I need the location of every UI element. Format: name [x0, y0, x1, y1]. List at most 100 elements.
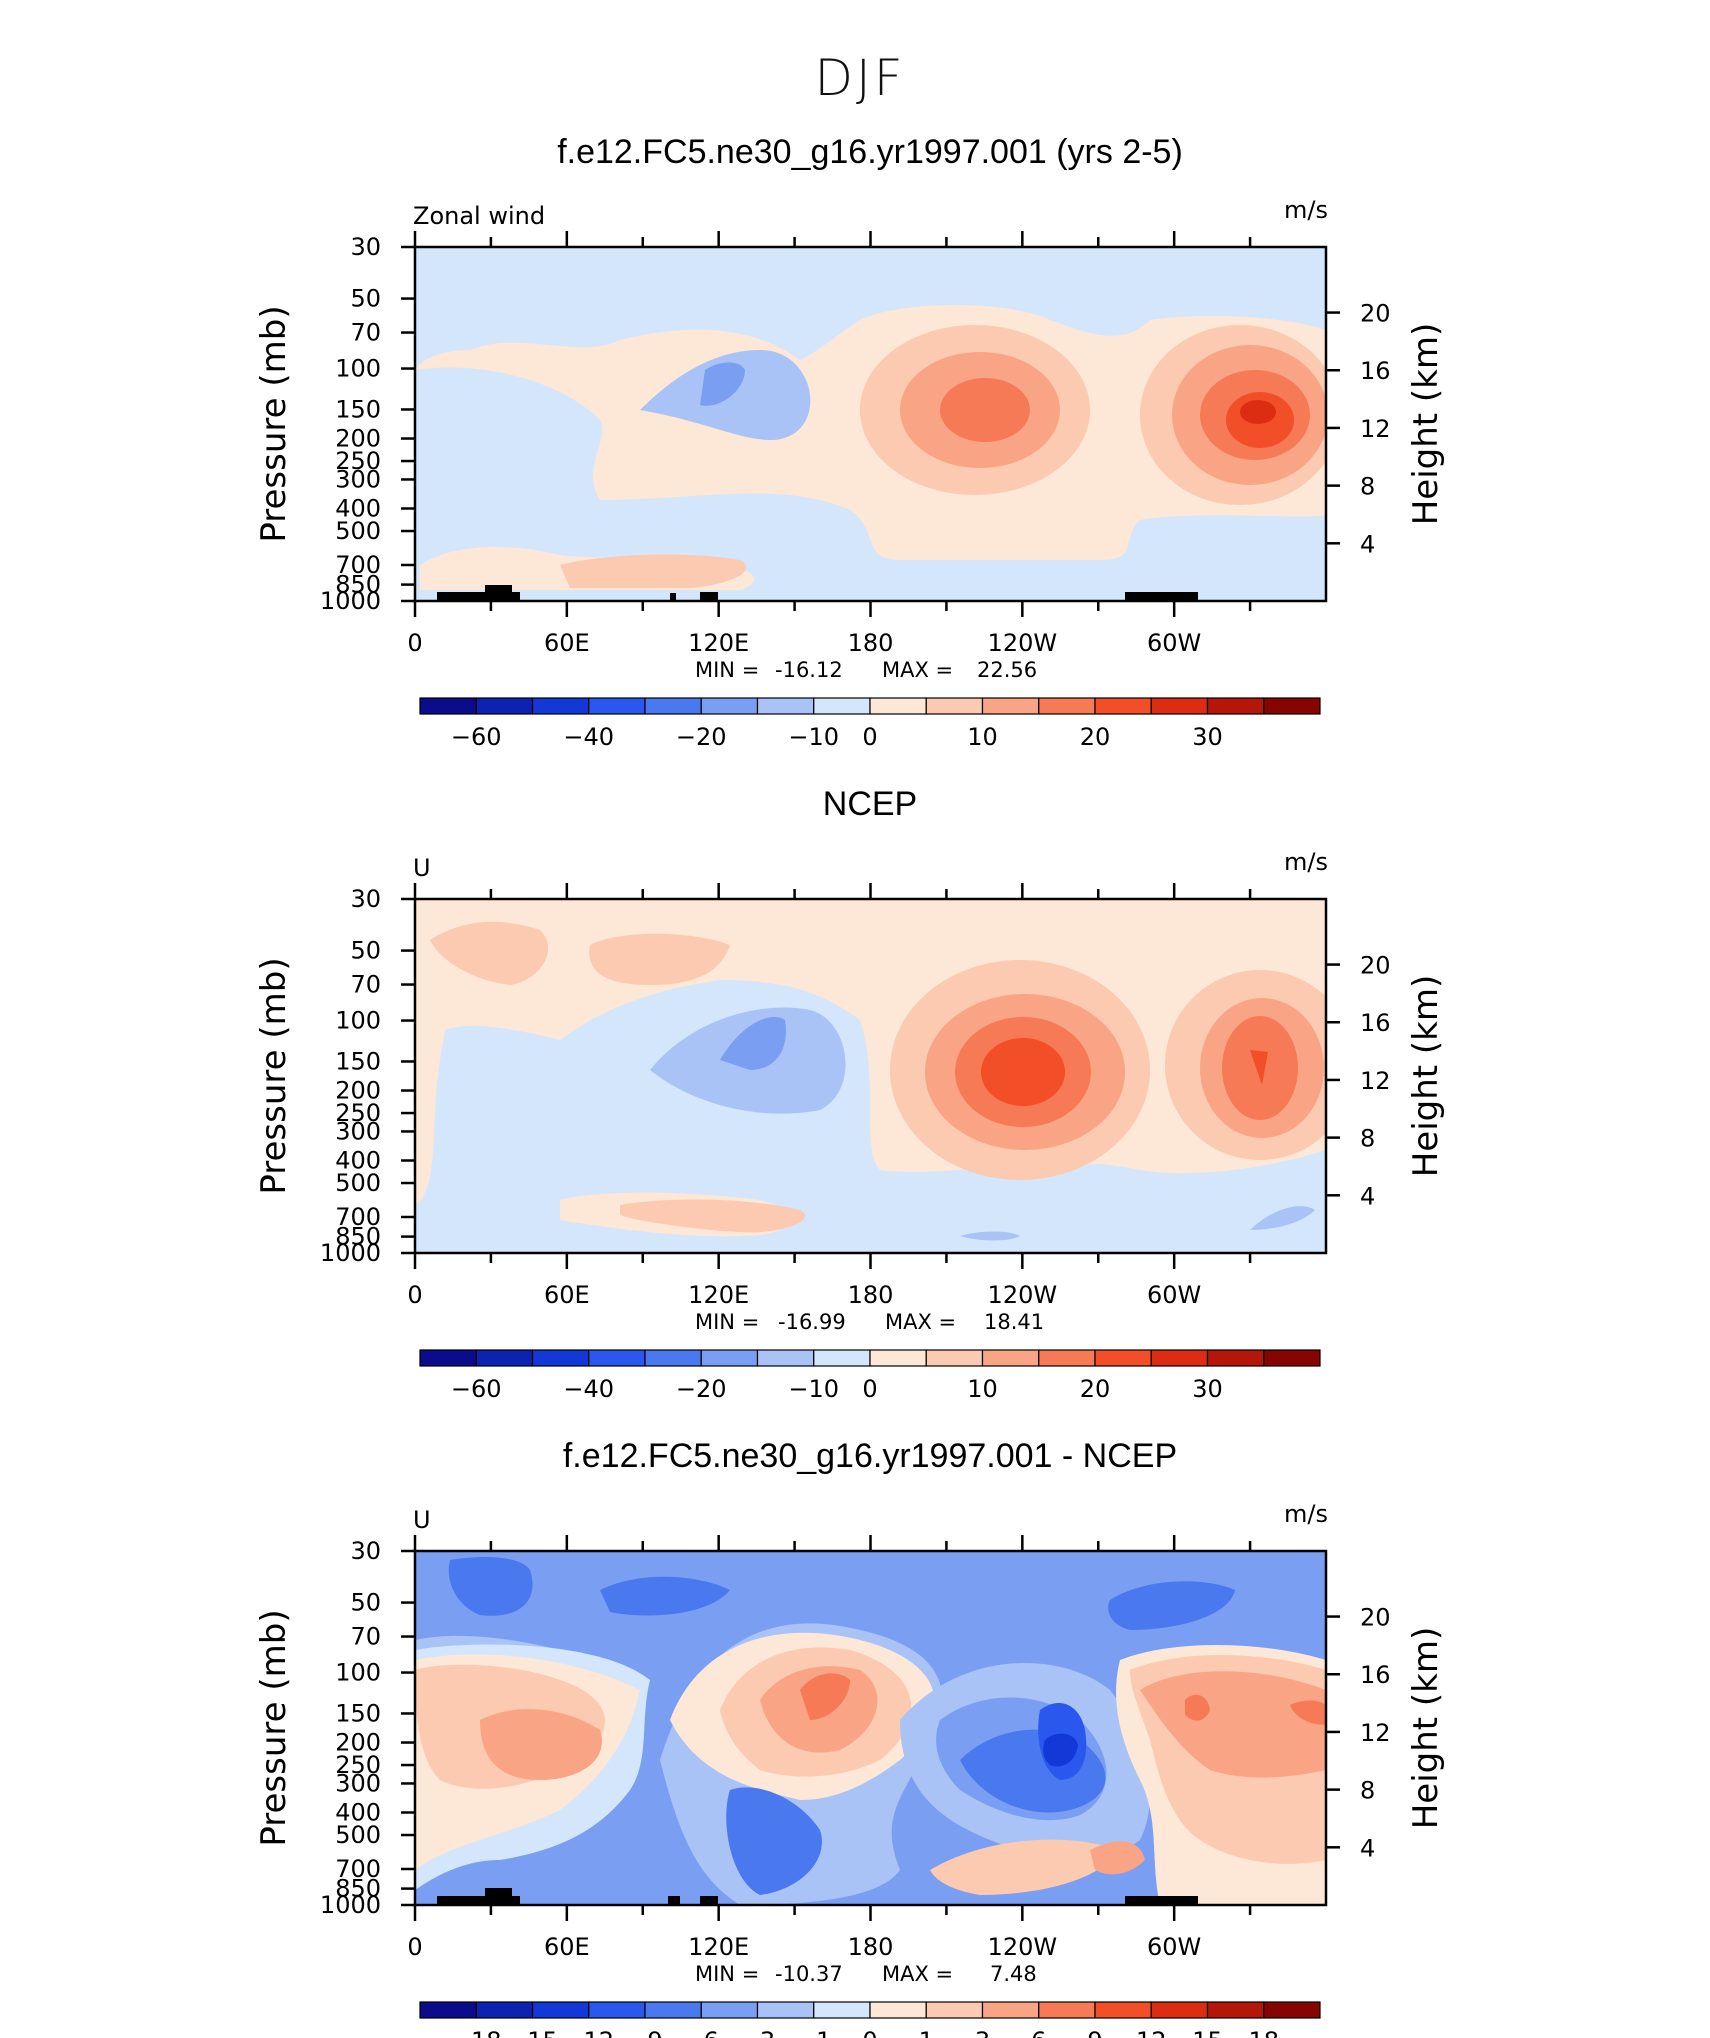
- y-right-tick-label: 16: [1360, 1009, 1391, 1037]
- units-label: m/s: [1284, 848, 1328, 876]
- y-tick-label: 30: [350, 1537, 381, 1565]
- colorbar-label: 0: [862, 723, 877, 751]
- colorbar-swatch: [981, 697, 1040, 715]
- colorbar-swatch: [1094, 1349, 1152, 1367]
- topography-mask: [437, 1888, 1198, 1905]
- y-axis-right-title: Height (km): [1406, 323, 1446, 526]
- colorbar-swatch: [475, 1349, 534, 1367]
- colorbar-label: 0: [862, 2027, 877, 2038]
- y-right-tick-label: 8: [1360, 473, 1375, 501]
- y-tick-label: 30: [350, 233, 381, 261]
- contour-positive-5-a: [430, 921, 549, 985]
- y-axis-right: 20 16 12 8 4: [1326, 300, 1391, 558]
- colorbar-label: 9: [1087, 2027, 1102, 2038]
- contour-field: [415, 247, 1326, 601]
- colorbar-label: −12: [563, 2027, 614, 2038]
- y-tick-label: 100: [335, 1007, 381, 1035]
- y-tick-label: 70: [350, 971, 381, 999]
- x-axis: 0 60E 120E 180 120W 60W: [407, 883, 1252, 1309]
- x-tick-label: 60E: [544, 629, 590, 657]
- colorbar-swatch: [531, 2001, 590, 2019]
- colorbar-swatch: [1150, 1349, 1209, 1367]
- y-tick-label: 50: [350, 1589, 381, 1617]
- colorbar-swatch: [925, 1349, 984, 1367]
- colorbar-swatch: [475, 2001, 534, 2019]
- y-axis-title: Pressure (mb): [254, 305, 294, 542]
- y-axis-right: 20 16 12 8 4: [1326, 952, 1391, 1210]
- contour-negative-15: [700, 362, 745, 406]
- panel-title: NCEP: [823, 785, 917, 823]
- max-label: MAX =: [885, 1310, 956, 1334]
- colorbar-label: −10: [788, 723, 839, 751]
- y-tick-label: 400: [335, 494, 381, 522]
- y-tick-label: 1000: [320, 587, 381, 615]
- colorbar-label: −20: [676, 1375, 727, 1403]
- x-axis: 0 60E 120E 180 120W 60W: [407, 231, 1252, 657]
- panel-observation: NCEP U m/s 30507010015020025030040050070…: [254, 785, 1446, 1403]
- colorbar-swatch: [588, 697, 646, 715]
- colorbar-label: 12: [1136, 2027, 1167, 2038]
- colorbar-swatch: [475, 697, 534, 715]
- y-right-tick-label: 16: [1360, 357, 1391, 385]
- topography-mask: [437, 585, 1198, 601]
- colorbar-swatch: [1150, 2001, 1209, 2019]
- x-tick-label: 120W: [988, 629, 1058, 657]
- y-right-tick-label: 8: [1360, 1125, 1375, 1153]
- y-tick-label: 200: [335, 1729, 381, 1757]
- panel-title: f.e12.FC5.ne30_g16.yr1997.001 - NCEP: [563, 1437, 1177, 1475]
- colorbar-swatch: [756, 697, 815, 715]
- colorbar-swatch: [1150, 697, 1209, 715]
- contour-negative-6-c: [1108, 1581, 1235, 1630]
- colorbar-swatch: [588, 2001, 646, 2019]
- x-tick-label: 120E: [688, 1933, 749, 1961]
- left-label: U: [413, 854, 431, 882]
- colorbar-swatch: [756, 1349, 815, 1367]
- y-tick-label: 850: [335, 571, 381, 599]
- colorbar-label: −40: [563, 723, 614, 751]
- left-label: U: [413, 1506, 431, 1534]
- colorbar-swatch: [1206, 697, 1265, 715]
- max-label: MAX =: [882, 658, 953, 682]
- colorbar-swatch: [869, 1349, 927, 1367]
- colorbar-swatch: [1263, 2001, 1321, 2019]
- x-tick-label: 60W: [1147, 629, 1201, 657]
- y-tick-label: 700: [335, 1855, 381, 1883]
- x-tick-label: 120W: [988, 1933, 1058, 1961]
- contour-negative-0: [415, 980, 1326, 1253]
- contour-positive-low-2: [620, 1199, 806, 1233]
- colorbar-swatch: [644, 697, 702, 715]
- x-tick-label: 60E: [544, 1281, 590, 1309]
- colorbar-label: −60: [451, 1375, 502, 1403]
- colorbar-label: 20: [1080, 723, 1111, 751]
- colorbar-swatch: [813, 1349, 871, 1367]
- colorbar-swatch: [869, 2001, 927, 2019]
- max-value: 7.48: [990, 1962, 1037, 1986]
- colorbar: −60 −40 −20 −10 0 10 20 30: [419, 1349, 1321, 1403]
- x-tick-label: 120E: [688, 629, 749, 657]
- y-tick-label: 200: [335, 425, 381, 453]
- y-tick-label: 100: [335, 1659, 381, 1687]
- y-tick-label: 250: [335, 1751, 381, 1779]
- contour-negative-5: [1250, 1206, 1315, 1230]
- x-tick-label: 180: [848, 1281, 894, 1309]
- colorbar-swatch: [419, 697, 477, 715]
- x-tick-label: 60E: [544, 1933, 590, 1961]
- contour-negative-5-b: [960, 1231, 1020, 1241]
- colorbar-label: 1: [919, 2027, 934, 2038]
- contour-negative-15: [1043, 1733, 1078, 1767]
- min-label: MIN =: [695, 1962, 759, 1986]
- colorbar-swatch: [1206, 2001, 1265, 2019]
- contour-negative-6-d: [726, 1787, 822, 1895]
- colorbar-swatch: [531, 697, 590, 715]
- colorbar-swatch: [1094, 697, 1152, 715]
- y-right-tick-label: 16: [1360, 1661, 1391, 1689]
- x-tick-label: 180: [848, 1933, 894, 1961]
- contour-negative-15: [720, 1016, 786, 1070]
- colorbar-label: 18: [1248, 2027, 1279, 2038]
- colorbar-label: −40: [563, 1375, 614, 1403]
- colorbar-label: −15: [507, 2027, 558, 2038]
- panel-title: f.e12.FC5.ne30_g16.yr1997.001 (yrs 2-5): [557, 133, 1183, 171]
- y-tick-label: 150: [335, 1699, 381, 1727]
